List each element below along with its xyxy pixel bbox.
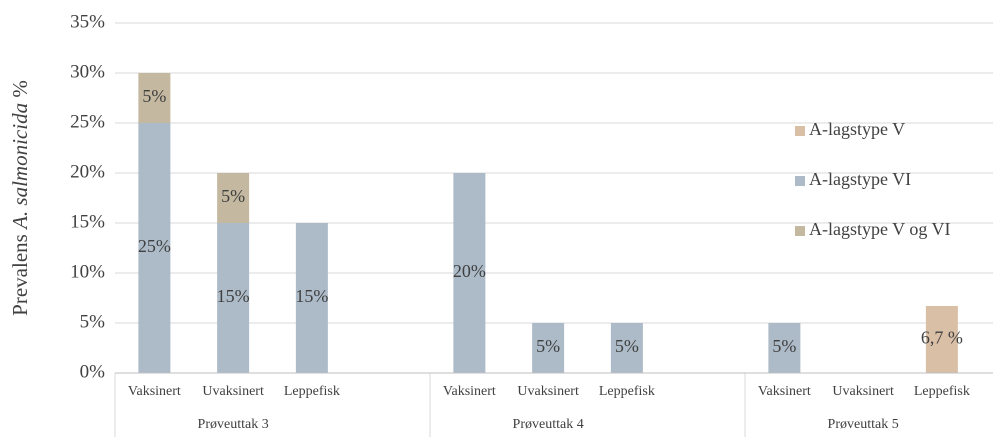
data-label: 20% — [453, 261, 486, 281]
legend-swatch — [795, 126, 805, 136]
legend-label: A-lagstype V — [809, 119, 905, 139]
data-label: 5% — [536, 336, 560, 356]
legend-label: A-lagstype V og VI — [809, 219, 951, 239]
group-label: Prøveuttak 3 — [198, 417, 269, 432]
data-label: 5% — [142, 86, 166, 106]
bar-segment — [532, 323, 565, 373]
y-label-part: A. salmonicida — [8, 103, 32, 231]
y-label-part: Prevalens — [8, 229, 32, 316]
y-tick-label: 30% — [70, 61, 105, 82]
bar-segment — [138, 123, 171, 373]
data-label: 5% — [772, 336, 796, 356]
x-tick-label: Uvaksinert — [517, 384, 579, 399]
data-label: 5% — [221, 186, 245, 206]
bar-segment — [217, 223, 250, 373]
y-tick-label: 15% — [70, 211, 105, 232]
y-tick-label: 5% — [80, 311, 106, 332]
x-tick-label: Leppefisk — [284, 384, 340, 399]
x-tick-label: Vaksinert — [758, 384, 811, 399]
bar-segment — [217, 173, 250, 223]
legend-swatch — [795, 176, 805, 186]
x-tick-label: Leppefisk — [599, 384, 655, 399]
group-label: Prøveuttak 5 — [828, 417, 899, 432]
bar-segment — [610, 323, 643, 373]
y-tick-label: 25% — [70, 111, 105, 132]
legend-swatch — [795, 226, 805, 236]
bar-segment — [925, 306, 958, 373]
y-tick-label: 0% — [80, 361, 106, 382]
data-label: 5% — [615, 336, 639, 356]
data-label: 6,7 % — [921, 328, 963, 348]
y-axis-label: Prevalens A. salmonicida % — [8, 80, 32, 316]
y-tick-label: 20% — [70, 161, 105, 182]
bar-segment — [138, 73, 171, 123]
y-tick-label: 35% — [70, 11, 105, 32]
data-label: 15% — [217, 286, 250, 306]
bar-segment — [453, 173, 486, 373]
group-label: Prøveuttak 4 — [513, 417, 584, 432]
y-label-part: % — [8, 80, 32, 103]
legend-label: A-lagstype VI — [809, 169, 911, 189]
x-tick-label: Uvaksinert — [202, 384, 264, 399]
x-tick-label: Uvaksinert — [832, 384, 894, 399]
x-tick-label: Vaksinert — [443, 384, 496, 399]
bar-segment — [295, 223, 328, 373]
data-label: 15% — [295, 286, 328, 306]
data-label: 25% — [138, 236, 171, 256]
x-tick-label: Leppefisk — [914, 384, 970, 399]
bar-segment — [768, 323, 801, 373]
x-tick-label: Vaksinert — [128, 384, 181, 399]
y-tick-label: 10% — [70, 261, 105, 282]
